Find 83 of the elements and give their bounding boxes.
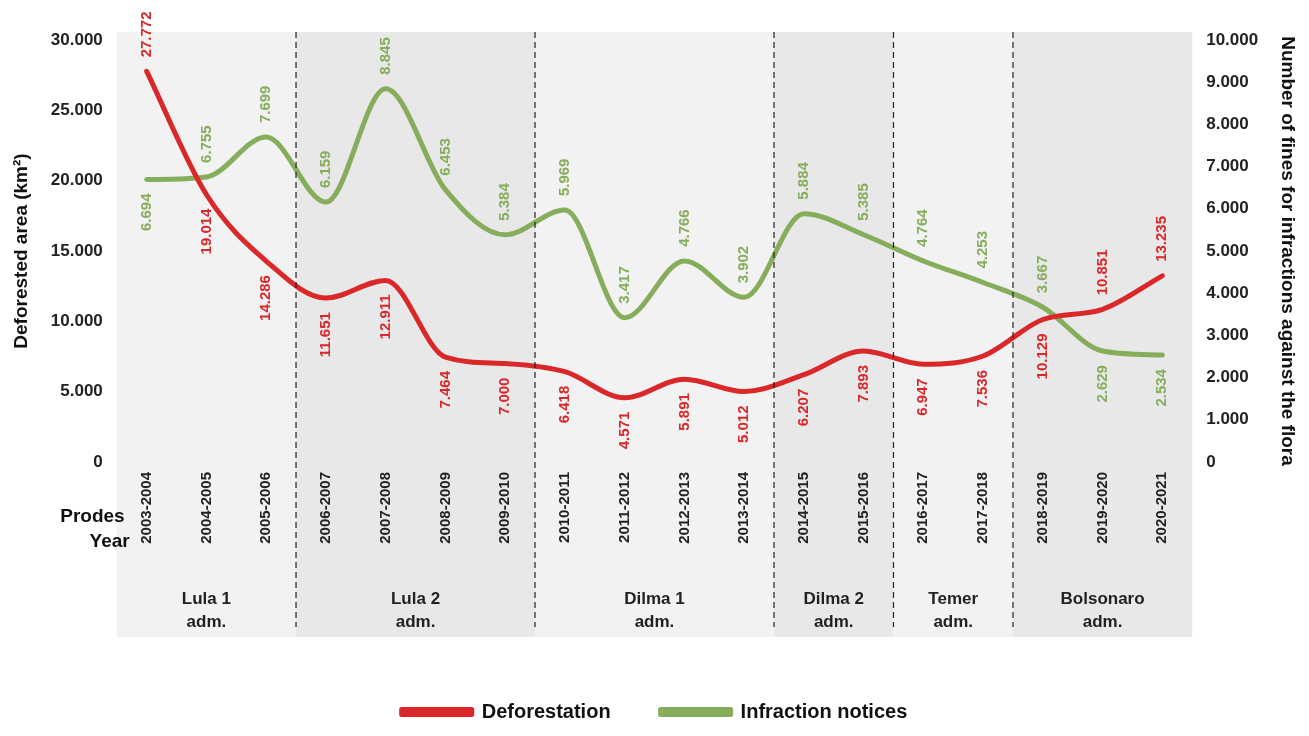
legend-label: Deforestation xyxy=(481,699,611,722)
data-label: 6.755 xyxy=(196,125,214,163)
data-label: 19.014 xyxy=(196,207,214,255)
data-label: 13.235 xyxy=(1152,215,1170,262)
y-tick-label: 0 xyxy=(93,451,103,471)
y-tick-label: 10.000 xyxy=(50,311,103,331)
y2-tick-label: 8.000 xyxy=(1206,114,1249,134)
x-tick-label: 2012-2013 xyxy=(674,472,692,544)
y2-tick-label: 6.000 xyxy=(1206,198,1249,218)
x-tick-label: 2017-2018 xyxy=(973,472,991,544)
data-label: 7.464 xyxy=(435,370,453,409)
data-label: 7.893 xyxy=(853,364,871,403)
data-label: 3.667 xyxy=(1032,255,1050,294)
y-axis-title: Deforested area (km²) xyxy=(9,153,31,349)
x-tick-label: 2018-2019 xyxy=(1032,472,1050,544)
x-tick-label: 2016-2017 xyxy=(913,472,931,544)
data-label: 6.694 xyxy=(136,192,154,232)
band-label: Temer adm. xyxy=(928,588,979,631)
y2-tick-label: 4.000 xyxy=(1206,282,1249,302)
data-label: 4.766 xyxy=(674,209,692,247)
x-tick-label: 2019-2020 xyxy=(1092,472,1110,544)
y-tick-label: 15.000 xyxy=(50,240,103,260)
y-tick-label: 25.000 xyxy=(50,100,103,120)
data-label: 2.629 xyxy=(1092,365,1110,403)
x-tick-label: 2008-2009 xyxy=(435,472,453,544)
data-label: 11.651 xyxy=(316,312,334,358)
x-tick-label: 2013-2014 xyxy=(734,471,752,544)
y2-tick-label: 5.000 xyxy=(1206,240,1249,260)
x-tick-label: 2007-2008 xyxy=(375,472,393,544)
data-label: 5.385 xyxy=(853,183,871,221)
data-label: 4.571 xyxy=(614,411,632,450)
data-label: 10.851 xyxy=(1092,249,1110,296)
y2-tick-label: 2.000 xyxy=(1206,367,1249,387)
data-label: 5.012 xyxy=(734,405,752,444)
y-tick-label: 30.000 xyxy=(50,29,103,49)
x-tick-label: 2003-2004 xyxy=(136,471,154,544)
data-label: 7.699 xyxy=(256,85,274,124)
data-label: 4.253 xyxy=(973,230,991,269)
x-tick-label: 2005-2006 xyxy=(256,472,274,544)
y2-tick-label: 1.000 xyxy=(1206,409,1249,429)
y2-tick-label: 9.000 xyxy=(1206,71,1249,91)
x-tick-label: 2009-2010 xyxy=(495,472,513,544)
y2-tick-label: 0 xyxy=(1206,451,1216,471)
y2-tick-label: 7.000 xyxy=(1206,156,1249,176)
data-label: 3.417 xyxy=(614,266,632,304)
data-label: 6.453 xyxy=(435,138,453,176)
band-label: Dilma 2 adm. xyxy=(803,588,864,631)
data-label: 5.884 xyxy=(794,161,811,200)
y2-axis-title: Number of fines for infractions against the flora xyxy=(1278,36,1300,467)
data-label: 6.159 xyxy=(316,150,334,189)
data-label: 10.129 xyxy=(1032,333,1050,380)
y-tick-label: 20.000 xyxy=(50,170,103,190)
y2-tick-label: 3.000 xyxy=(1206,325,1249,345)
band-label: Dilma 1 adm. xyxy=(624,588,685,631)
x-tick-label: 2014-2015 xyxy=(794,472,811,544)
x-tick-label: 2010-2011 xyxy=(555,472,573,543)
data-label: 7.000 xyxy=(495,377,513,416)
data-label: 6.418 xyxy=(555,385,573,424)
x-tick-label: 2004-2005 xyxy=(196,472,214,544)
x-tick-label: 2015-2016 xyxy=(853,472,871,544)
data-label: 8.845 xyxy=(375,37,393,75)
band-label: Lula 2 adm. xyxy=(390,588,441,631)
data-label: 4.764 xyxy=(913,208,931,247)
data-label: 5.891 xyxy=(674,393,692,431)
x-tick-label: 2020-2021 xyxy=(1152,472,1170,544)
x-tick-label: 2011-2012 xyxy=(614,472,632,543)
band-label: Lula 1 adm. xyxy=(181,588,231,631)
y-tick-label: 5.000 xyxy=(60,381,103,401)
data-label: 5.384 xyxy=(495,182,513,221)
data-label: 3.902 xyxy=(734,245,752,284)
data-label: 2.534 xyxy=(1152,368,1170,407)
data-label: 6.947 xyxy=(913,378,931,416)
data-label: 5.969 xyxy=(555,158,573,197)
data-label: 27.772 xyxy=(136,11,154,58)
legend-label: Infraction notices xyxy=(740,699,908,722)
data-label: 12.911 xyxy=(375,294,393,340)
data-label: 14.286 xyxy=(256,275,274,321)
x-axis-title: Prodes Year xyxy=(60,505,131,552)
data-label: 7.536 xyxy=(973,369,991,408)
y2-tick-label: 10.000 xyxy=(1206,29,1259,49)
band-label: Bolsonaro adm. xyxy=(1060,588,1145,631)
x-tick-label: 2006-2007 xyxy=(316,472,334,544)
data-label: 6.207 xyxy=(794,388,811,427)
